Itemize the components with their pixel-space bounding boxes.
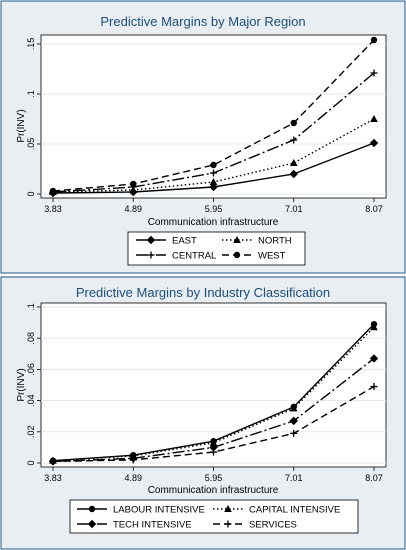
x-tick-label: 4.89	[124, 473, 142, 483]
legend: LABOUR INTENSIVE CAPITAL INTENSIVE TECH IN…	[69, 499, 359, 534]
x-tick-label: 3.83	[44, 204, 62, 214]
legend-box	[69, 499, 359, 534]
grid-lines	[41, 43, 386, 195]
data-point	[290, 119, 297, 127]
x-tick-label: 3.83	[44, 473, 62, 483]
legend-entry: CENTRAL	[136, 251, 216, 262]
x-tick-label: 8.07	[365, 204, 383, 214]
x-tick-label: 7.01	[285, 204, 303, 214]
legend-entry: EAST	[136, 236, 197, 247]
data-point	[210, 448, 217, 456]
data-point	[210, 161, 217, 169]
y-tick-label: .08	[26, 332, 36, 345]
legend-entry: WEST	[222, 251, 286, 262]
y-tick-label: .15	[26, 38, 36, 51]
data-point	[289, 416, 298, 426]
x-tick-label: 7.01	[285, 473, 303, 483]
legend-label: SERVICES	[249, 520, 297, 531]
x-axis: 3.83 4.89 5.95 7.01 8.07	[44, 467, 383, 483]
x-axis-label: Communication infrastructure	[148, 485, 279, 496]
legend-label: NORTH	[258, 236, 292, 247]
legend-marker	[88, 505, 96, 513]
legend-label: WEST	[258, 251, 286, 262]
legend-label: EAST	[172, 236, 197, 247]
data-point	[209, 443, 218, 452]
y-tick-label: .05	[26, 138, 36, 151]
y-tick-label: .06	[26, 363, 36, 376]
y-axis-label: Pr(INV)	[16, 368, 27, 401]
x-axis: 3.83 4.89 5.95 7.01 8.07	[44, 198, 383, 214]
y-tick-label: .1	[26, 303, 36, 311]
legend-label: LABOUR INTENSIVE	[113, 505, 205, 516]
y-tick-label: .04	[26, 394, 36, 407]
legend-marker	[147, 251, 155, 259]
y-tick-label: .02	[26, 426, 36, 439]
chart-title: Predictive Margins by Major Region	[100, 14, 305, 29]
legend-entry: NORTH	[222, 236, 292, 247]
data-point	[369, 138, 379, 148]
data-point	[290, 136, 298, 144]
legend-entry: LABOUR INTENSIVE	[77, 505, 205, 516]
data-point	[210, 169, 217, 177]
data-point	[209, 438, 218, 446]
y-axis: 0 .02 .04 .06 .08 .1	[26, 303, 41, 466]
legend-label: CAPITAL INTENSIVE	[249, 505, 340, 516]
legend-entry: SERVICES	[213, 520, 297, 531]
data-point	[129, 456, 137, 464]
legend-label: CENTRAL	[172, 251, 216, 262]
data-point	[370, 383, 378, 391]
x-tick-label: 8.07	[365, 473, 383, 483]
legend-label: TECH INTENSIVE	[113, 520, 192, 531]
chart-title: Predictive Margins by Industry Classific…	[76, 285, 330, 300]
series-line-west	[52, 39, 375, 192]
data-point	[209, 178, 218, 185]
x-tick-label: 4.89	[124, 204, 142, 214]
x-axis-label: Communication infrastructure	[148, 217, 279, 228]
data-point	[49, 457, 57, 465]
y-tick-label: 0	[26, 191, 36, 196]
legend: EAST NORTH CENTRAL WEST	[127, 231, 306, 266]
x-tick-label: 5.95	[205, 473, 223, 483]
legend-marker	[233, 251, 241, 259]
legend-marker	[233, 236, 241, 243]
data-point	[369, 354, 379, 363]
grid-lines	[41, 306, 386, 464]
legend-entry: TECH INTENSIVE	[77, 520, 192, 531]
series-group	[48, 36, 379, 198]
y-axis-label: Pr(INV)	[16, 109, 27, 142]
x-tick-label: 5.95	[205, 204, 223, 214]
data-point	[130, 180, 137, 188]
y-tick-label: 0	[26, 460, 36, 465]
data-point	[209, 182, 218, 192]
chart-panel-region: Predictive Margins by Major Region 0 .05.…	[0, 0, 406, 274]
data-point	[370, 323, 378, 331]
legend-entry: CAPITAL INTENSIVE	[213, 505, 340, 516]
legend-marker	[224, 520, 232, 528]
legend-marker	[224, 505, 232, 512]
legend-marker	[87, 519, 97, 529]
data-point	[370, 69, 378, 77]
y-tick-label: .1	[26, 90, 36, 98]
y-axis: 0 .05 .1 .15	[26, 38, 41, 197]
data-point	[290, 429, 298, 437]
legend-box	[127, 231, 306, 266]
chart-panel-industry: Predictive Margins by Industry Classific…	[0, 276, 406, 550]
data-point	[289, 169, 298, 179]
series-group	[48, 320, 379, 466]
legend-marker	[146, 235, 156, 245]
data-point	[289, 404, 298, 412]
data-point	[370, 115, 378, 122]
data-point	[49, 187, 57, 195]
data-point	[370, 36, 378, 44]
data-point	[289, 159, 298, 166]
